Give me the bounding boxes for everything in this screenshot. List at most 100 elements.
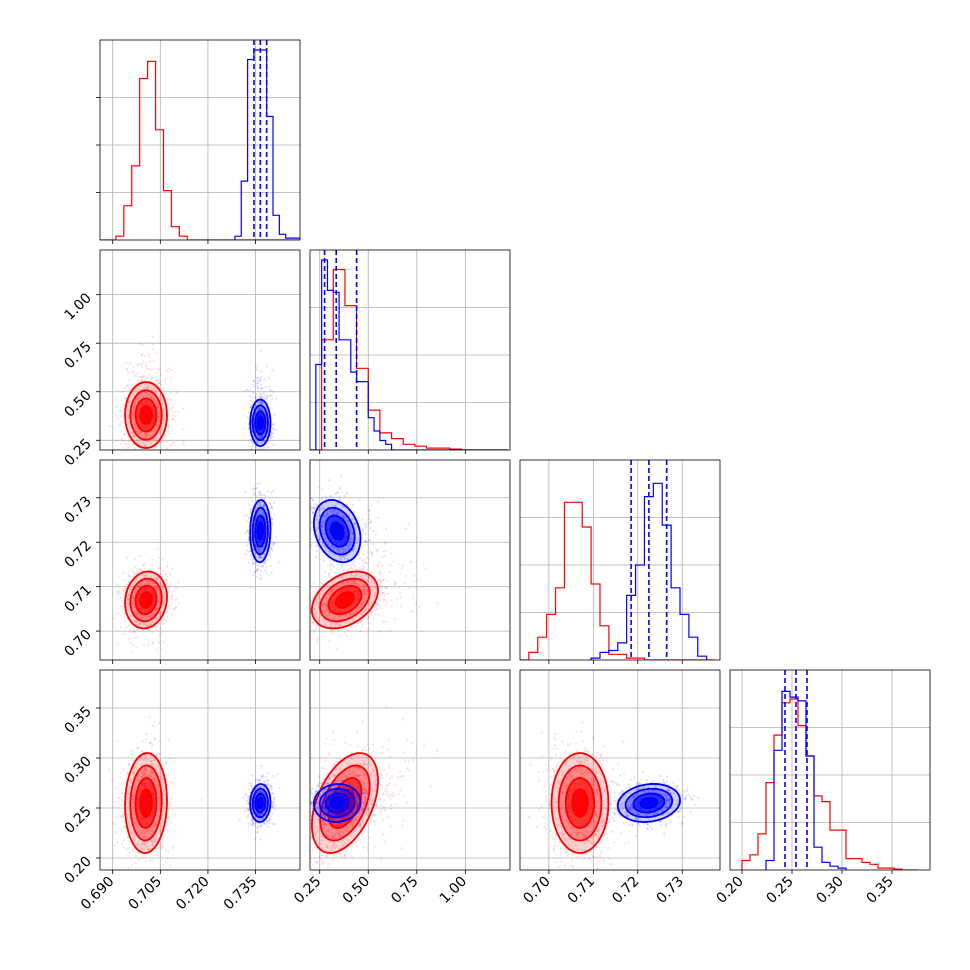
contour-line-1 (318, 506, 356, 556)
x-tick-label: 0.735 (221, 874, 261, 914)
contour-line-1 (319, 577, 371, 623)
scatter-panel-2-0 (96, 459, 301, 664)
scatter-panel-3-2 (519, 669, 721, 874)
histogram-step-0 (310, 268, 509, 450)
contour-line-3 (256, 521, 265, 541)
contour-line-0 (124, 752, 168, 854)
x-tick-label: 0.705 (125, 874, 165, 914)
x-tick-label: 0.30 (813, 874, 846, 907)
histogram-panel-1 (309, 249, 511, 454)
density-level-3 (257, 522, 264, 540)
histogram-panel-2 (519, 459, 721, 664)
contour-line-1 (624, 787, 674, 819)
y-tick-label: 0.73 (61, 493, 94, 526)
contour-line-1 (129, 577, 163, 623)
contour-line-1 (251, 506, 269, 556)
contour-line-3 (329, 521, 345, 541)
contour-line-2 (327, 584, 363, 616)
y-tick-label: 0.30 (61, 754, 94, 787)
panel-frame (99, 249, 301, 451)
contour-line-0 (311, 570, 379, 630)
contour-line-0 (550, 752, 610, 854)
contour-line-2 (134, 584, 158, 616)
x-tick-label: 0.25 (291, 874, 324, 907)
panel-frame (309, 459, 511, 661)
y-tick-label: 0.25 (61, 804, 94, 837)
x-tick-label: 0.50 (340, 874, 373, 907)
histogram-step-0 (520, 501, 716, 660)
histogram-panel-0 (96, 39, 301, 244)
x-tick-label: 1.00 (437, 874, 470, 907)
contour-line-1 (129, 389, 163, 441)
x-tick-label: 0.72 (609, 874, 642, 907)
panel-frame (99, 39, 301, 241)
x-tick-label: 0.720 (173, 874, 213, 914)
contour-line-2 (254, 514, 267, 548)
contour-line-1 (129, 764, 163, 842)
x-tick-label: 0.71 (565, 874, 598, 907)
contour-line-0 (249, 398, 272, 448)
panel-frame (309, 249, 511, 451)
contour-line-1 (318, 787, 356, 819)
contour-line-1 (319, 764, 371, 842)
x-tick-label: 0.25 (763, 874, 796, 907)
contour-line-3 (571, 788, 589, 818)
contour-line-2 (134, 777, 158, 829)
y-tick-label: 0.35 (61, 704, 94, 737)
contour-line-0 (616, 783, 681, 823)
x-tick-label: 0.20 (713, 874, 746, 907)
density-level-3 (257, 416, 264, 430)
y-tick-label: 0.20 (61, 854, 94, 887)
panel-frame (309, 669, 511, 871)
density-level-3 (140, 789, 152, 817)
scatter-panel-3-0 (96, 669, 301, 874)
panel-frame (99, 669, 301, 871)
x-tick-label: 0.73 (654, 874, 687, 907)
panel-frame (729, 669, 931, 871)
density-level-3 (257, 797, 264, 809)
x-tick-label: 0.690 (78, 874, 118, 914)
panel-frame (519, 459, 721, 661)
density-level-3 (330, 522, 344, 540)
y-tick-label: 0.25 (61, 436, 94, 469)
panel-frame (99, 459, 301, 661)
contour-line-3 (139, 591, 153, 609)
y-tick-label: 0.50 (61, 387, 94, 420)
contour-line-2 (324, 792, 350, 814)
contour-line-1 (251, 787, 269, 819)
contour-line-3 (139, 405, 153, 426)
contour-line-0 (124, 570, 168, 630)
contour-line-0 (249, 499, 272, 564)
contour-line-0 (312, 499, 362, 564)
contour-line-2 (254, 410, 267, 436)
contour-line-3 (334, 591, 355, 609)
contour-line-2 (632, 792, 666, 814)
y-tick-label: 0.70 (61, 627, 94, 660)
contour-line-0 (249, 783, 272, 823)
y-tick-label: 0.75 (61, 339, 94, 372)
histogram-step-1 (765, 690, 847, 870)
scatter-panel-1-0 (96, 249, 301, 454)
contour-line-2 (324, 514, 350, 548)
panel-frame (519, 669, 721, 871)
contour-line-3 (639, 796, 659, 810)
x-tick-label: 0.75 (388, 874, 421, 907)
contour-line-2 (134, 397, 158, 433)
y-tick-label: 1.00 (61, 290, 94, 323)
y-tick-label: 0.72 (61, 538, 94, 571)
contour-line-0 (312, 783, 362, 823)
histogram-panel-3 (729, 669, 931, 874)
contour-line-2 (254, 792, 267, 814)
y-tick-label: 0.71 (61, 582, 94, 615)
contour-line-3 (256, 415, 265, 431)
density-level-3 (140, 405, 152, 425)
histogram-step-0 (741, 698, 918, 870)
density-level-3 (330, 797, 344, 809)
contour-line-1 (251, 404, 269, 442)
contour-line-3 (139, 788, 153, 818)
density-level-3 (572, 789, 588, 817)
contour-line-1 (557, 764, 603, 842)
contour-line-0 (124, 381, 168, 449)
contour-line-2 (564, 777, 596, 829)
